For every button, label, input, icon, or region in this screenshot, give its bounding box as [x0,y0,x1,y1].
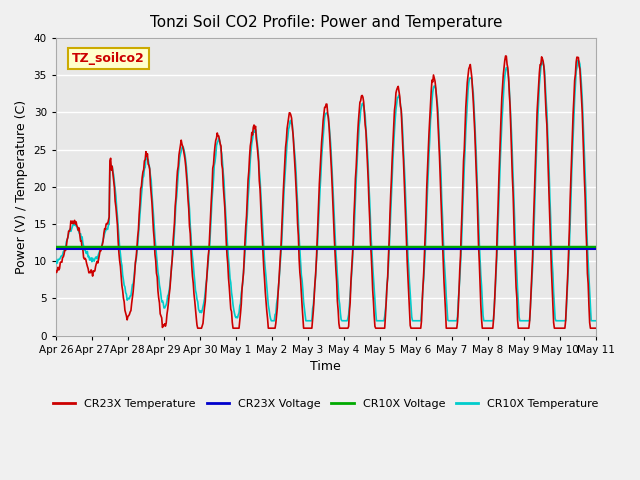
Legend: CR23X Temperature, CR23X Voltage, CR10X Voltage, CR10X Temperature: CR23X Temperature, CR23X Voltage, CR10X … [49,395,603,414]
Y-axis label: Power (V) / Temperature (C): Power (V) / Temperature (C) [15,100,28,274]
Text: TZ_soilco2: TZ_soilco2 [72,52,145,65]
Title: Tonzi Soil CO2 Profile: Power and Temperature: Tonzi Soil CO2 Profile: Power and Temper… [150,15,502,30]
X-axis label: Time: Time [310,360,341,373]
